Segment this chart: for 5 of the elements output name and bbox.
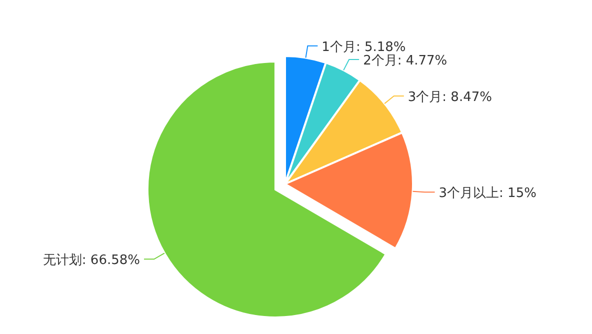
slice-label: 1个月: 5.18% [322, 40, 406, 55]
slice-label: 2个月: 4.77% [363, 54, 448, 69]
slice-label: 3个月以上: 15% [438, 186, 536, 202]
slice-label: 无计划: 66.58% [42, 253, 140, 268]
slice-label: 3个月: 8.47% [408, 90, 492, 106]
